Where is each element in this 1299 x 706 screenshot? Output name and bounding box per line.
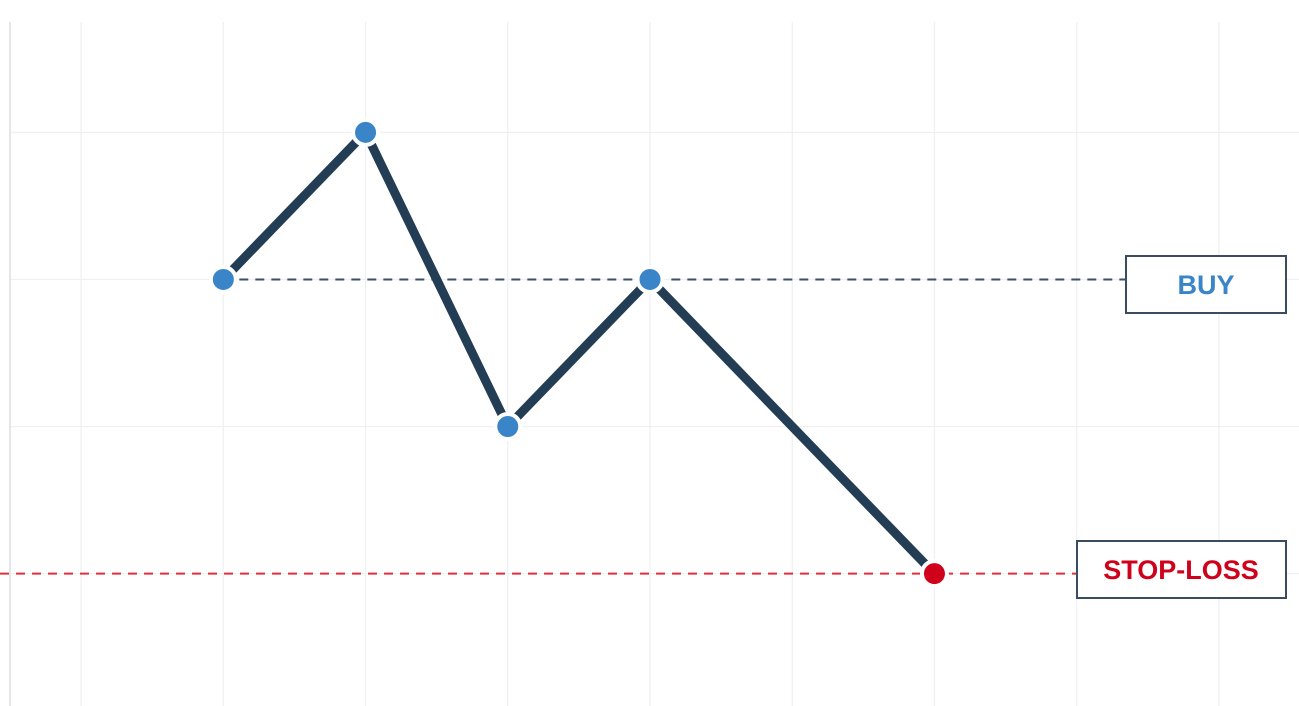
price-series: [220, 129, 938, 577]
level-lines: [0, 278, 1126, 575]
buy-label-box: [1125, 255, 1287, 314]
stop-loss-point: [919, 559, 949, 589]
price-points: [208, 117, 949, 589]
price-point: [351, 117, 381, 147]
price-line-segment: [646, 276, 938, 577]
price-point: [635, 264, 665, 294]
buy-label-text: BUY: [1177, 270, 1234, 300]
stop-loss-level-label: STOP-LOSS: [1076, 540, 1287, 599]
price-line-segment: [361, 130, 512, 429]
grid: [9, 22, 1299, 706]
stop-loss-label-box: [1076, 540, 1287, 599]
price-line-segment: [504, 276, 654, 430]
buy-level-label: BUY: [1125, 255, 1287, 314]
price-line-segment: [220, 129, 369, 283]
price-point: [493, 412, 523, 442]
stop-loss-label-text: STOP-LOSS: [1103, 555, 1259, 585]
price-point: [208, 264, 238, 294]
